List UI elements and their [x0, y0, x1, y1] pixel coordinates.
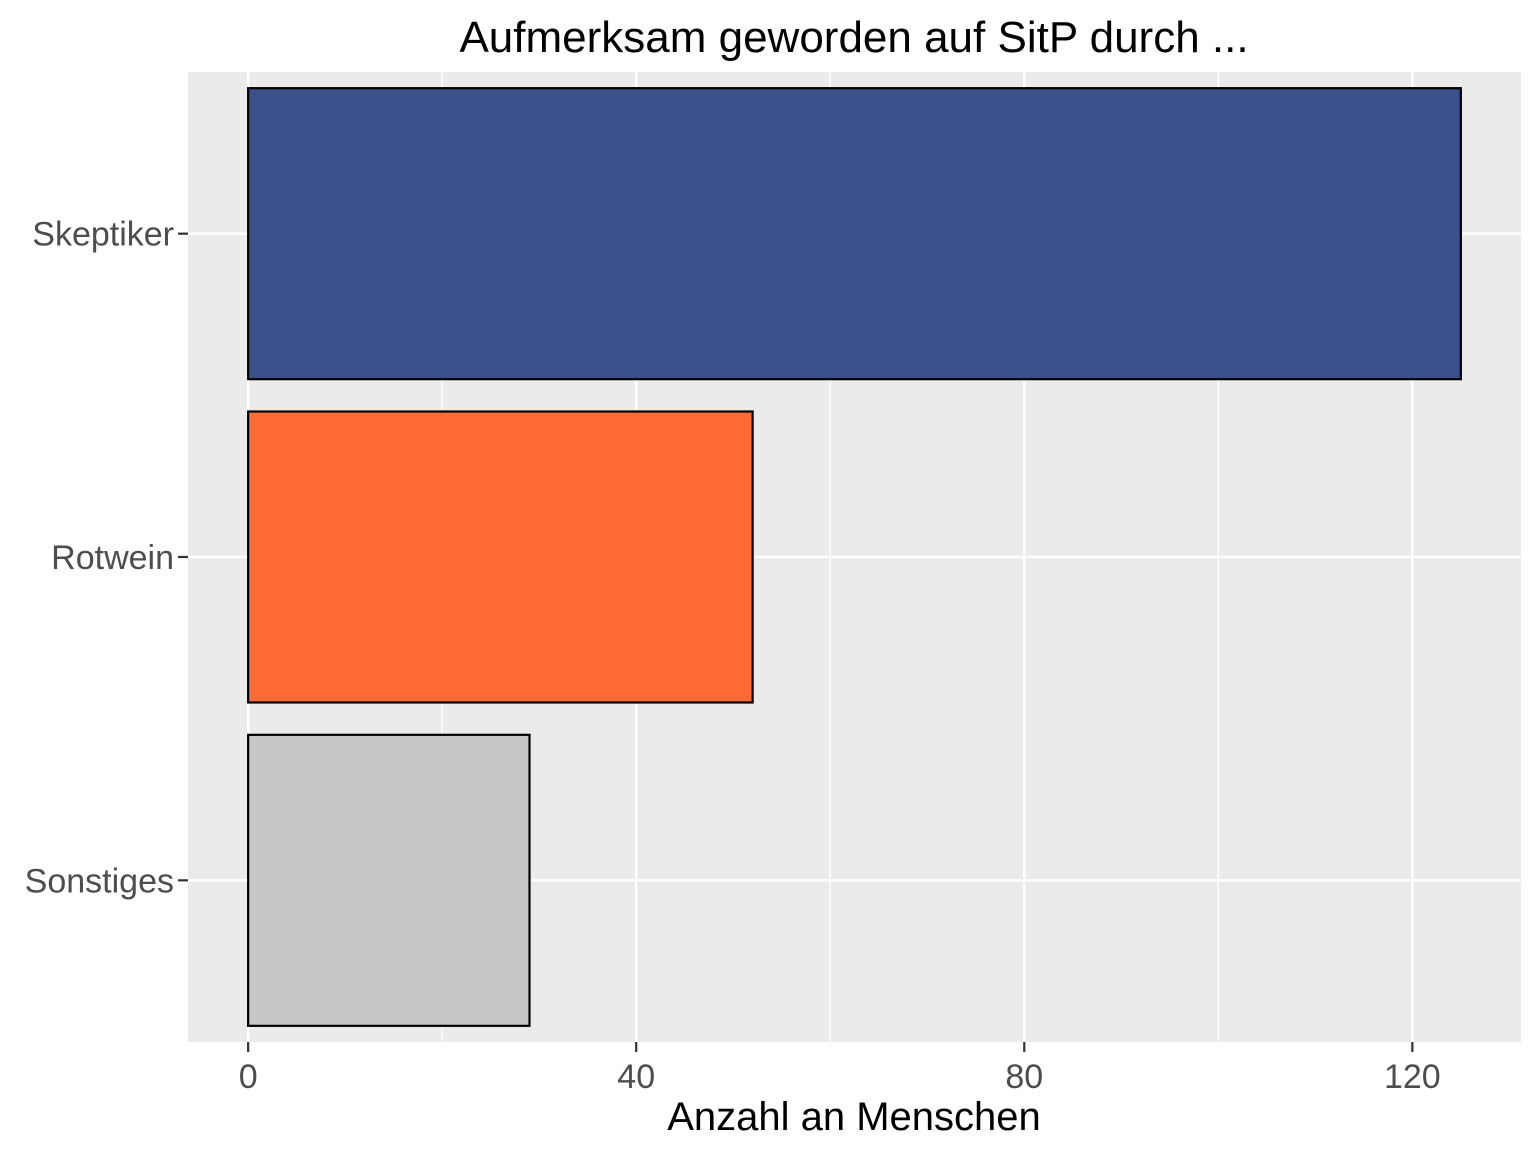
bars [247, 87, 1462, 1027]
x-tick-label: 0 [239, 1058, 258, 1096]
x-tick-label: 120 [1384, 1058, 1441, 1096]
x-tick-label: 80 [1005, 1058, 1043, 1096]
bar-skeptiker [247, 87, 1462, 381]
x-axis: 0 40 80 120 [239, 1042, 1441, 1096]
y-tick-label: Sonstiges [25, 862, 174, 900]
x-axis-title: Anzahl an Menschen [667, 1095, 1041, 1139]
y-axis: Skeptiker Rotwein Sonstiges [25, 216, 188, 900]
y-tick-label: Rotwein [51, 539, 174, 577]
y-tick-label: Skeptiker [32, 216, 174, 254]
bar-rotwein [247, 410, 754, 704]
x-tick-label: 40 [617, 1058, 655, 1096]
chart-title: Aufmerksam geworden auf SitP durch ... [459, 13, 1248, 62]
bar-sonstiges [247, 733, 531, 1027]
